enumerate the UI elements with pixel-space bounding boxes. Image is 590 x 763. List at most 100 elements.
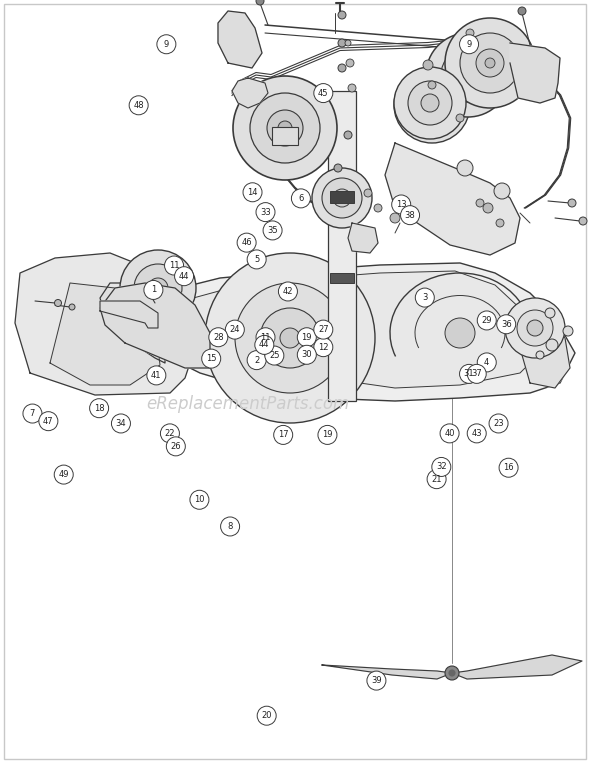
Circle shape: [338, 39, 346, 47]
Circle shape: [322, 178, 362, 218]
Text: 8: 8: [227, 522, 233, 531]
Circle shape: [505, 298, 565, 358]
Text: 30: 30: [301, 350, 312, 359]
Circle shape: [263, 221, 282, 240]
Bar: [330, 191, 354, 203]
Circle shape: [190, 491, 209, 509]
Circle shape: [255, 336, 274, 354]
Circle shape: [257, 707, 276, 725]
Circle shape: [147, 366, 166, 385]
Polygon shape: [100, 283, 165, 363]
Circle shape: [69, 304, 75, 310]
Text: 10: 10: [194, 495, 205, 504]
Text: 23: 23: [493, 419, 504, 428]
Text: 47: 47: [43, 417, 54, 426]
Circle shape: [221, 517, 240, 536]
Text: 44: 44: [259, 340, 270, 349]
Circle shape: [160, 424, 179, 443]
Circle shape: [457, 160, 473, 176]
Circle shape: [364, 189, 372, 197]
Circle shape: [157, 35, 176, 53]
Circle shape: [460, 33, 520, 93]
Circle shape: [120, 250, 196, 326]
Circle shape: [427, 470, 446, 488]
Circle shape: [333, 189, 351, 207]
Circle shape: [267, 110, 303, 146]
Circle shape: [489, 414, 508, 433]
Circle shape: [312, 168, 372, 228]
Circle shape: [374, 204, 382, 212]
Circle shape: [463, 70, 473, 80]
Circle shape: [338, 11, 346, 19]
Circle shape: [496, 219, 504, 227]
Text: 16: 16: [503, 463, 514, 472]
Text: 1: 1: [151, 285, 156, 295]
Circle shape: [345, 40, 351, 46]
Polygon shape: [100, 301, 158, 328]
Text: 4: 4: [484, 358, 489, 367]
Circle shape: [394, 67, 470, 143]
Circle shape: [209, 328, 228, 346]
Circle shape: [235, 283, 345, 393]
Circle shape: [39, 412, 58, 430]
Circle shape: [466, 29, 474, 37]
Text: 48: 48: [133, 101, 144, 110]
Text: 11: 11: [169, 261, 179, 270]
Circle shape: [243, 183, 262, 201]
Circle shape: [148, 278, 168, 298]
Circle shape: [314, 338, 333, 356]
Circle shape: [260, 308, 320, 368]
Text: 28: 28: [213, 333, 224, 342]
Circle shape: [90, 399, 109, 417]
Bar: [272, 127, 298, 145]
Polygon shape: [348, 223, 378, 253]
Circle shape: [247, 250, 266, 269]
Circle shape: [54, 465, 73, 484]
Circle shape: [314, 320, 333, 339]
Circle shape: [348, 84, 356, 92]
Text: 39: 39: [371, 676, 382, 685]
Circle shape: [445, 318, 475, 348]
Polygon shape: [115, 263, 575, 401]
Text: 49: 49: [58, 470, 69, 479]
Circle shape: [278, 121, 292, 135]
Circle shape: [394, 67, 466, 139]
Text: 15: 15: [206, 354, 217, 363]
Circle shape: [175, 267, 194, 285]
Text: 7: 7: [30, 409, 35, 418]
Circle shape: [344, 131, 352, 139]
Circle shape: [112, 414, 130, 433]
Circle shape: [202, 349, 221, 368]
Circle shape: [338, 64, 346, 72]
Text: 9: 9: [164, 40, 169, 49]
Circle shape: [256, 0, 264, 5]
Circle shape: [334, 164, 342, 172]
Circle shape: [423, 60, 433, 70]
Circle shape: [233, 76, 337, 180]
Circle shape: [546, 339, 558, 351]
Circle shape: [422, 95, 442, 115]
Text: 24: 24: [230, 325, 240, 334]
Text: 12: 12: [318, 343, 329, 352]
Circle shape: [440, 424, 459, 443]
Text: 37: 37: [471, 369, 482, 378]
Circle shape: [346, 59, 354, 67]
Polygon shape: [100, 283, 210, 368]
Circle shape: [247, 351, 266, 369]
Text: 40: 40: [444, 429, 455, 438]
Circle shape: [497, 315, 516, 333]
Circle shape: [144, 281, 163, 299]
Text: 2: 2: [254, 356, 259, 365]
Polygon shape: [155, 271, 545, 388]
Circle shape: [536, 351, 544, 359]
Circle shape: [527, 320, 543, 336]
Circle shape: [205, 253, 375, 423]
Text: 42: 42: [283, 287, 293, 296]
Circle shape: [237, 233, 256, 252]
Circle shape: [426, 33, 510, 117]
Circle shape: [408, 81, 452, 125]
Circle shape: [467, 424, 486, 443]
Text: 43: 43: [471, 429, 482, 438]
Circle shape: [483, 203, 493, 213]
Text: 44: 44: [179, 272, 189, 281]
